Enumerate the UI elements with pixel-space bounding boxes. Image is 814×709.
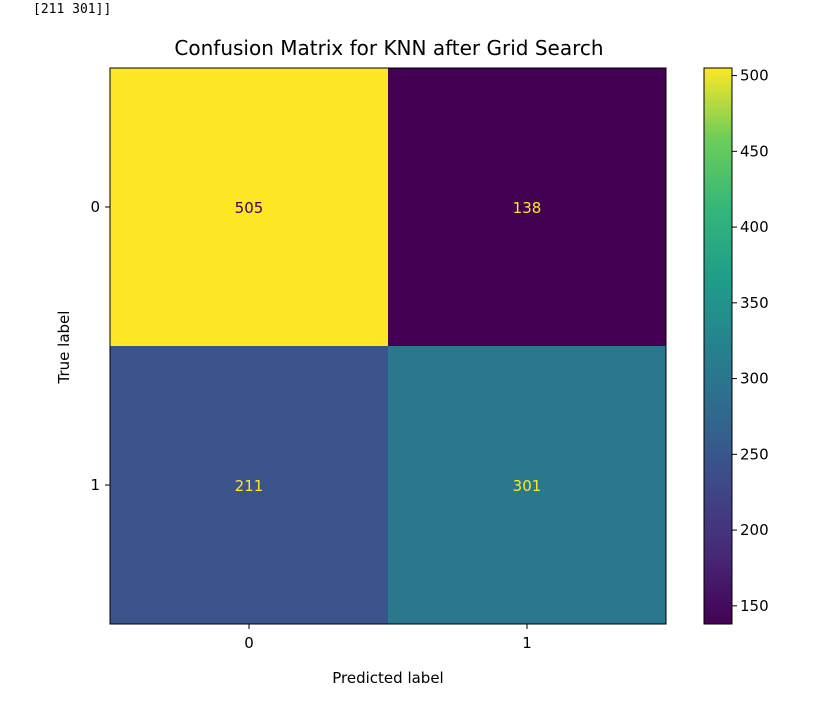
matrix-cell-1-0 bbox=[110, 346, 388, 624]
console-output-line: [211 301]] bbox=[33, 2, 112, 17]
colorbar: 150 200 250 300 350 400 450 500 bbox=[703, 67, 769, 625]
x-tick-label-0: 0 bbox=[244, 634, 254, 652]
cell-value-1-1: 301 bbox=[513, 477, 542, 495]
colorbar-tick-label-6: 450 bbox=[740, 142, 769, 160]
colorbar-tick-label-4: 350 bbox=[740, 294, 769, 312]
cell-value-1-0: 211 bbox=[235, 477, 264, 495]
cell-value-0-0: 505 bbox=[235, 199, 264, 217]
y-tick-label-0: 0 bbox=[90, 198, 100, 216]
matrix-cell-1-1 bbox=[388, 346, 666, 624]
cell-value-0-1: 138 bbox=[513, 199, 542, 217]
matrix-cells: 505 138 211 301 bbox=[109, 67, 667, 625]
matrix-frame bbox=[109, 67, 667, 625]
colorbar-tick-label-5: 400 bbox=[740, 218, 769, 236]
chart-title: Confusion Matrix for KNN after Grid Sear… bbox=[174, 36, 603, 60]
colorbar-tick-label-7: 500 bbox=[740, 67, 769, 85]
colorbar-tick-label-2: 250 bbox=[740, 445, 769, 463]
matrix-cell-0-1 bbox=[388, 68, 666, 346]
colorbar-gradient bbox=[703, 67, 733, 625]
x-tick-label-1: 1 bbox=[522, 634, 532, 652]
colorbar-tick-label-3: 300 bbox=[740, 370, 769, 388]
axis-ticks: 0 1 0 1 bbox=[90, 198, 531, 652]
matrix-cell-0-0 bbox=[110, 68, 388, 346]
colorbar-tick-label-1: 200 bbox=[740, 521, 769, 539]
x-axis-label: Predicted label bbox=[332, 669, 443, 687]
y-tick-label-1: 1 bbox=[90, 476, 100, 494]
colorbar-tick-label-0: 150 bbox=[740, 597, 769, 615]
y-axis-label: True label bbox=[55, 311, 73, 385]
